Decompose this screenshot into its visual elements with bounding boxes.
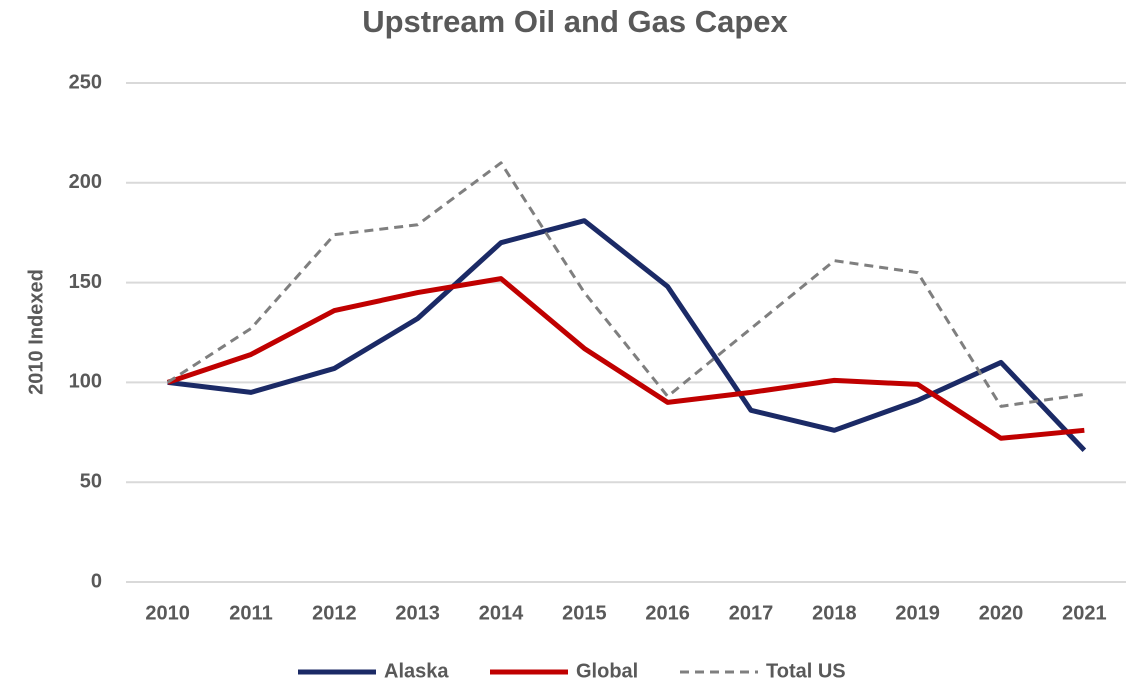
x-tick-label: 2021	[1062, 602, 1107, 624]
y-tick-label: 150	[69, 271, 102, 293]
y-tick-label: 250	[69, 71, 102, 93]
y-axis-label: 2010 Indexed	[25, 269, 47, 395]
x-tick-label: 2020	[979, 602, 1024, 624]
x-tick-label: 2019	[895, 602, 940, 624]
x-tick-label: 2017	[729, 602, 774, 624]
legend-label: Global	[576, 660, 638, 682]
legend-label: Total US	[766, 660, 846, 682]
x-tick-label: 2018	[812, 602, 857, 624]
x-tick-label: 2011	[229, 602, 272, 624]
x-tick-label: 2012	[312, 602, 357, 624]
series-line	[167, 218, 1087, 452]
series-line	[166, 276, 1085, 441]
y-tick-label: 0	[91, 570, 102, 592]
legend-label: Alaska	[384, 660, 449, 682]
x-tick-label: 2010	[145, 602, 190, 624]
chart-title: Upstream Oil and Gas Capex	[362, 4, 788, 39]
y-tick-label: 50	[80, 470, 102, 492]
x-tick-label: 2015	[562, 602, 607, 624]
y-tick-label: 200	[69, 171, 102, 193]
y-tick-label: 100	[69, 371, 102, 393]
x-tick-label: 2016	[645, 602, 690, 624]
x-tick-label: 2013	[395, 602, 440, 624]
x-tick-label: 2014	[479, 602, 524, 624]
series-line	[166, 161, 1085, 408]
